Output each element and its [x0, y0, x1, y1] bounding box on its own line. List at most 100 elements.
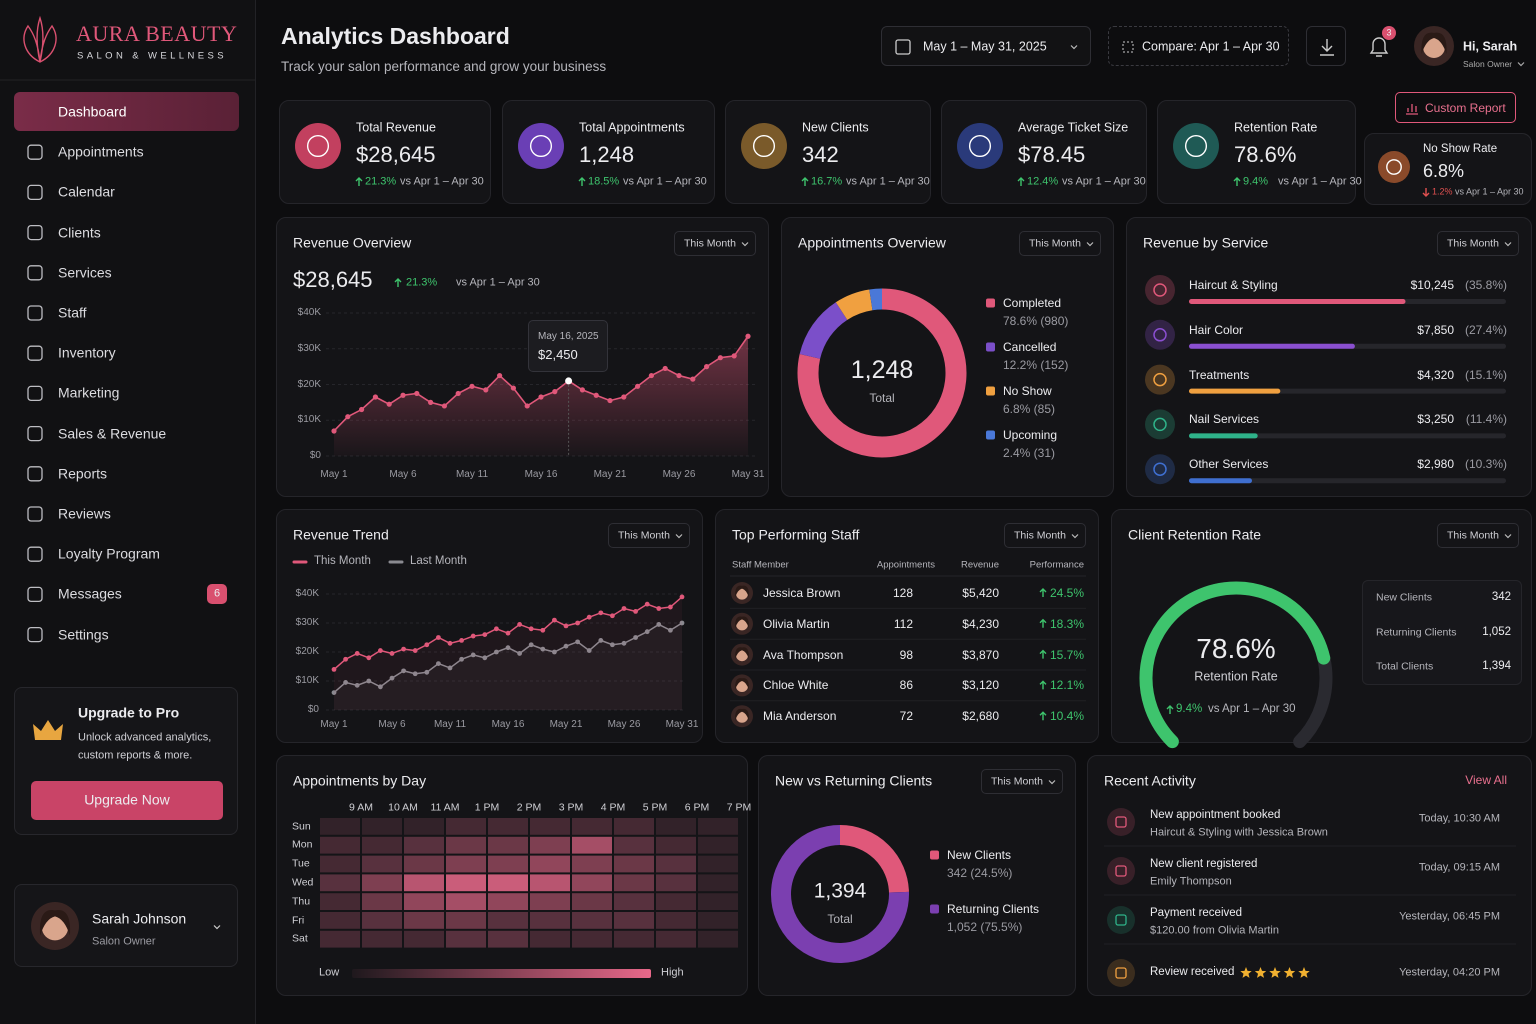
- point: [345, 414, 351, 420]
- compare-label[interactable]: Compare: Apr 1 – Apr 30: [1142, 39, 1280, 54]
- point: [648, 372, 654, 379]
- filter-dropdown[interactable]: This Month: [1437, 231, 1519, 256]
- upgrade-button[interactable]: Upgrade Now: [31, 781, 223, 820]
- legend-label: New Clients: [947, 847, 1012, 862]
- heat-cell: [446, 930, 486, 948]
- avatar-face: [735, 587, 749, 600]
- nav-item[interactable]: Dashboard: [58, 103, 127, 120]
- kpi-icon: [295, 123, 341, 169]
- nav-item[interactable]: Clients: [58, 224, 101, 241]
- nav-item[interactable]: Messages: [58, 585, 122, 602]
- staff-name: Mia Anderson: [763, 708, 837, 723]
- arrow-up: [1166, 705, 1174, 714]
- area: [334, 596, 682, 710]
- activity-title: Payment received: [1150, 907, 1243, 920]
- nav-item[interactable]: Staff: [58, 304, 87, 321]
- activity-icon: [1107, 906, 1135, 934]
- arrow-up: [801, 177, 809, 186]
- heat-cell: [488, 874, 528, 892]
- nav-item[interactable]: Loyalty Program: [58, 545, 160, 562]
- nav-item[interactable]: Reports: [58, 465, 108, 482]
- user-role: Salon Owner: [92, 935, 156, 948]
- filter-dropdown[interactable]: This Month: [674, 231, 756, 256]
- row-label: Sun: [292, 820, 311, 833]
- heat-cell: [572, 874, 612, 892]
- point: [552, 617, 557, 623]
- filter-label[interactable]: This Month: [1029, 237, 1081, 250]
- filter-label[interactable]: This Month: [618, 529, 670, 542]
- point: [579, 387, 585, 393]
- cell-bg: [320, 855, 360, 873]
- filter-label[interactable]: This Month: [1014, 529, 1066, 542]
- column-label: 1 PM: [474, 801, 500, 814]
- graphics: [1378, 151, 1430, 197]
- graphics: [326, 278, 756, 457]
- filter-label[interactable]: This Month: [991, 775, 1043, 788]
- nav-item[interactable]: Inventory: [58, 344, 116, 361]
- point: [354, 651, 360, 656]
- arrow-up: [394, 278, 402, 287]
- chevron: [741, 242, 749, 247]
- service-glyph: [1153, 328, 1167, 342]
- compare-range[interactable]: Compare: Apr 1 – Apr 30: [1108, 26, 1289, 66]
- filter-dropdown[interactable]: This Month: [1004, 523, 1086, 548]
- point: [586, 648, 592, 653]
- star: [1269, 967, 1281, 978]
- heat-cell: [320, 930, 360, 948]
- chevron: [1517, 62, 1525, 67]
- service-icon: [1145, 409, 1175, 440]
- filter-dropdown[interactable]: This Month: [1437, 523, 1519, 548]
- user-card[interactable]: Sarah Johnson Salon Owner: [14, 884, 238, 967]
- nav-item[interactable]: Reviews: [58, 505, 111, 522]
- point: [354, 682, 360, 688]
- kpi-card: Total Revenue $28,645 21.3% vs Apr 1 – Apr …: [279, 100, 491, 204]
- point: [378, 648, 383, 653]
- point: [598, 610, 604, 616]
- nav-item[interactable]: Marketing: [58, 384, 120, 401]
- filter-label[interactable]: This Month: [1447, 237, 1499, 250]
- date-range[interactable]: May 1 – May 31, 2025: [881, 26, 1091, 66]
- cell-bg: [572, 893, 612, 910]
- activity-glyph: [1115, 967, 1127, 979]
- area: [334, 623, 682, 710]
- cell-bg: [656, 893, 696, 910]
- custom-report-button[interactable]: Custom Report: [1395, 92, 1516, 123]
- heat-cell: [698, 874, 738, 892]
- nav-item[interactable]: Calendar: [58, 183, 115, 200]
- nav-item[interactable]: Sales & Revenue: [58, 425, 167, 442]
- filter-dropdown[interactable]: This Month: [608, 523, 690, 548]
- kpi-card: No Show Rate 6.8% 1.2% vs Apr 1 – Apr 30: [1364, 133, 1532, 205]
- column-label: 11 AM: [430, 801, 460, 814]
- cell-bg: [446, 818, 486, 835]
- filter-label[interactable]: This Month: [684, 237, 736, 250]
- kpi-change: 12.4%: [1027, 175, 1059, 188]
- point: [621, 394, 627, 400]
- button-label[interactable]: Upgrade Now: [84, 791, 170, 808]
- card-title: Revenue by Service: [1143, 234, 1269, 251]
- download-button[interactable]: [1306, 26, 1346, 66]
- legend-label: This Month: [314, 555, 371, 568]
- graphics: [1071, 534, 1079, 539]
- view-all-link[interactable]: View All: [1465, 772, 1507, 787]
- nav-item[interactable]: Services: [58, 264, 112, 281]
- filter-dropdown[interactable]: This Month: [981, 769, 1063, 794]
- cell-bg: [656, 930, 696, 948]
- button-label[interactable]: Custom Report: [1425, 100, 1506, 115]
- filter-label[interactable]: This Month: [1447, 529, 1499, 542]
- point: [414, 390, 420, 397]
- cell-bg: [614, 855, 654, 873]
- nav-item[interactable]: Appointments: [58, 143, 144, 160]
- date-range-label[interactable]: May 1 – May 31, 2025: [923, 39, 1047, 54]
- cell-bg: [698, 893, 738, 910]
- point: [386, 401, 392, 407]
- nav-item[interactable]: Settings: [58, 626, 109, 643]
- legend-value: 2.4% (31): [1003, 445, 1056, 460]
- tagline: SALON & WELLNESS: [77, 50, 227, 62]
- avatar-face: [735, 618, 749, 631]
- kpi-icon: [518, 123, 564, 169]
- point: [745, 333, 751, 339]
- chevron: [1086, 242, 1094, 247]
- new-vs-returning-card: New vs Returning Clients This Month New Cl…: [758, 755, 1076, 996]
- heat-cell: [404, 893, 444, 910]
- filter-dropdown[interactable]: This Month: [1019, 231, 1101, 256]
